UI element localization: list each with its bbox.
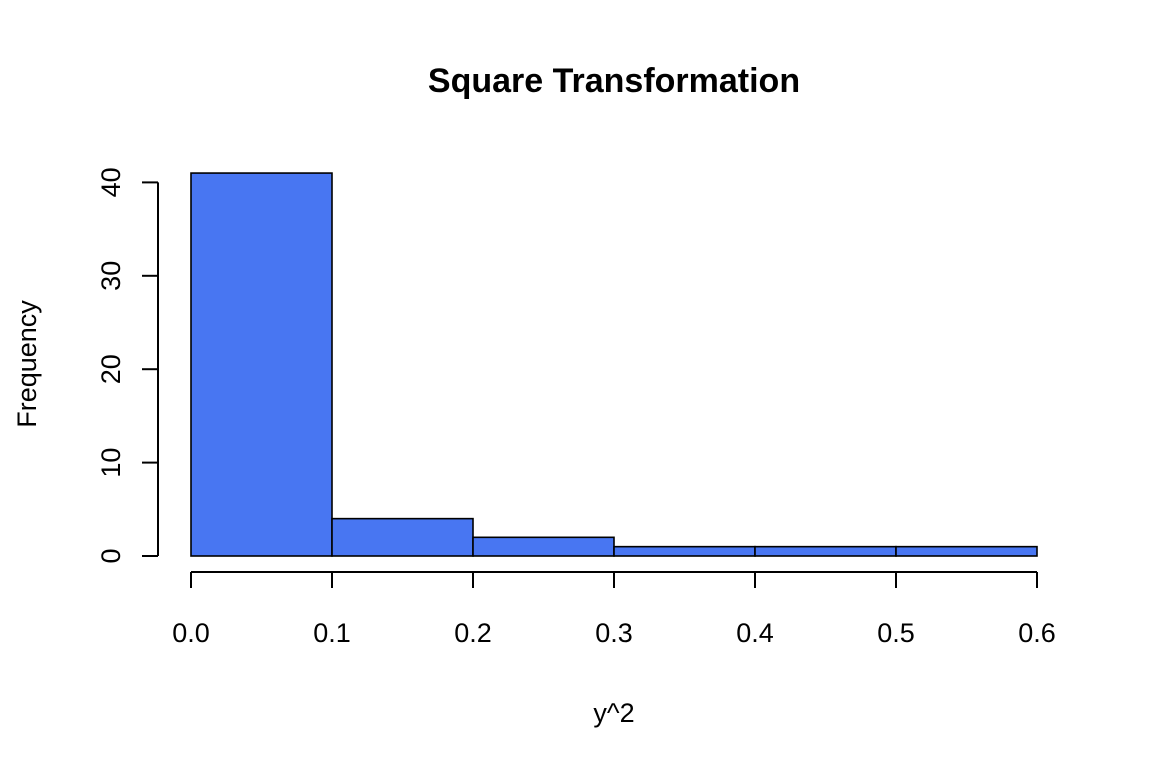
- x-tick-label-0: 0.0: [172, 618, 210, 648]
- x-tick-label-3: 0.3: [595, 618, 633, 648]
- x-tick-label-4: 0.4: [736, 618, 774, 648]
- y-axis: 0 10 20 30 40: [96, 167, 159, 564]
- y-tick-label-2: 20: [96, 354, 126, 384]
- y-tick-label-3: 30: [96, 261, 126, 291]
- x-tick-label-6: 0.6: [1018, 618, 1056, 648]
- histogram-bar-4: [754, 545, 897, 557]
- x-tick-label-2: 0.2: [454, 618, 492, 648]
- y-tick-label-1: 10: [96, 448, 126, 478]
- x-axis: 0.0 0.1 0.2 0.3 0.4 0.5 0.6: [172, 571, 1056, 648]
- histogram-bar-3: [613, 545, 756, 557]
- histogram-bar-1: [331, 517, 474, 557]
- y-tick-label-4: 40: [96, 167, 126, 197]
- histogram-bar-5: [895, 545, 1038, 557]
- x-tick-label-5: 0.5: [877, 618, 915, 648]
- chart-title: Square Transformation: [428, 62, 800, 100]
- x-axis-label: y^2: [593, 698, 634, 728]
- y-tick-label-0: 0: [96, 548, 126, 563]
- bars-group: [190, 172, 1038, 557]
- histogram-bar-0: [190, 172, 333, 557]
- histogram-bar-2: [472, 536, 615, 557]
- y-axis-label: Frequency: [12, 300, 42, 428]
- x-tick-label-1: 0.1: [313, 618, 351, 648]
